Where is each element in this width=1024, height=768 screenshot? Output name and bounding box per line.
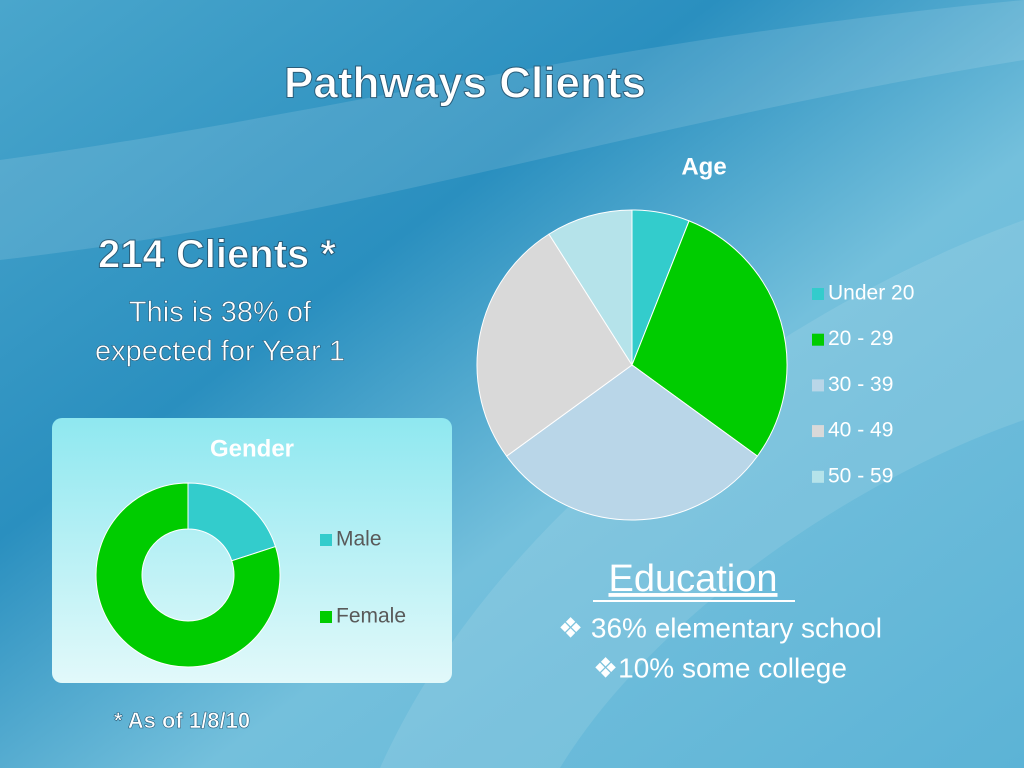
footnote: * As of 1/8/10: [114, 708, 250, 733]
legend-swatch: [812, 333, 824, 346]
legend-swatch: [812, 288, 824, 300]
legend-label: 20 - 29: [828, 327, 893, 350]
legend-label: 50 - 59: [828, 464, 893, 487]
education-item: ❖ 36% elementary school: [558, 612, 882, 643]
clients-headline: 214 Clients *: [98, 233, 336, 277]
legend-swatch: [812, 379, 824, 392]
education-heading: Education: [608, 558, 777, 600]
slide-title: Pathways Clients: [284, 59, 646, 108]
legend-label: Male: [336, 528, 382, 551]
education-item: ❖10% some college: [593, 652, 847, 683]
legend-swatch: [812, 470, 824, 483]
slice: [548, 209, 633, 367]
slice: [95, 482, 281, 668]
slice: [476, 233, 633, 457]
legend-label: 40 - 49: [828, 419, 893, 442]
legend-swatch: [320, 534, 332, 546]
background-swoosh: [0, 0, 1024, 260]
legend-label: 30 - 39: [828, 373, 893, 396]
clients-line: expected for Year 1: [95, 336, 345, 368]
chart-title: Gender: [210, 435, 294, 462]
legend-swatch: [320, 611, 332, 623]
legend-swatch: [812, 425, 824, 438]
slice: [631, 220, 788, 457]
legend-label: Female: [336, 605, 406, 628]
chart-title: Age: [681, 153, 726, 180]
slice: [505, 364, 759, 521]
clients-line: This is 38% of: [129, 297, 312, 329]
legend-label: Under 20: [828, 282, 914, 305]
